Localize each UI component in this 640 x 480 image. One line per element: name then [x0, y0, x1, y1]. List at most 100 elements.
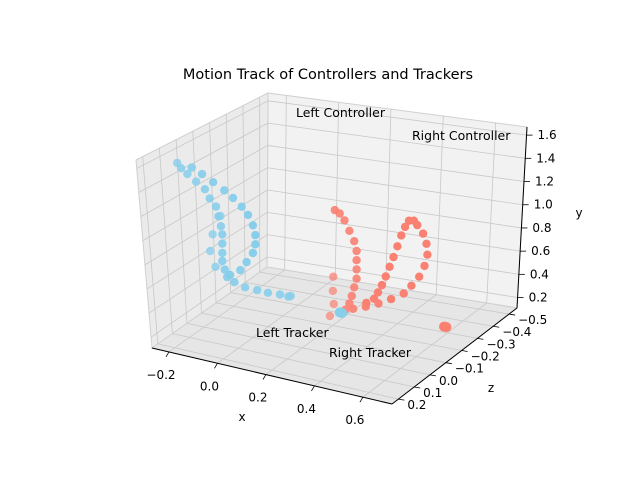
x-tick-mark: [311, 385, 315, 392]
z-tick-mark: [398, 398, 405, 401]
grid-line-y: [140, 145, 268, 217]
grid-line-y: [267, 145, 525, 182]
ticks: −0.20.00.20.40.6−0.5−0.4−0.3−0.2−0.10.00…: [146, 128, 556, 427]
right-controller-point: [329, 299, 338, 309]
left-controller-point: [251, 240, 260, 249]
grid-line-x: [435, 115, 444, 295]
x-tick-label: 0.2: [248, 391, 267, 405]
left-controller-point: [253, 285, 262, 295]
right-controller-point: [400, 222, 410, 232]
left-controller-point: [187, 163, 196, 172]
left-controller-point: [200, 185, 210, 194]
right-controller-point: [389, 252, 398, 262]
grid-line-x: [284, 95, 287, 270]
grid-line-x: [314, 294, 437, 387]
y-tick-label: 0.8: [532, 221, 551, 235]
grid-line-x: [334, 102, 340, 279]
z-tick-label: −0.5: [518, 313, 547, 327]
right-tracker-point: [441, 322, 452, 333]
z-tick-mark: [461, 350, 468, 352]
z-tick-mark: [429, 374, 437, 377]
right-controller-point: [335, 209, 344, 218]
right-controller-point: [404, 216, 414, 225]
grid-line-z: [142, 156, 159, 344]
left-controller-point: [248, 248, 258, 258]
right-controller-point: [399, 289, 408, 298]
right-controller-point: [352, 246, 361, 256]
grid-line-y: [267, 100, 527, 136]
left-controller-point: [230, 278, 239, 287]
right-controller-point: [407, 281, 416, 290]
right-controller-point: [349, 304, 358, 313]
data-points: [173, 158, 452, 333]
y-tick-label: 1.6: [538, 128, 557, 142]
z-tick-mark: [509, 313, 516, 316]
left-controller-point: [218, 239, 227, 248]
left-controller-point: [263, 288, 273, 297]
right-controller-point: [352, 274, 361, 283]
grid-line-z: [209, 122, 217, 303]
left-controller-point: [240, 283, 250, 292]
left-controller-point: [211, 202, 221, 211]
right-controller-point: [362, 298, 371, 308]
grid-line-y: [267, 211, 521, 252]
right-controller-point: [328, 286, 338, 296]
right-controller-point: [352, 265, 361, 274]
grid-line-y: [267, 122, 526, 159]
grid-line-y: [148, 234, 268, 314]
y-tick-label: 0.4: [530, 267, 549, 281]
grid-line-z: [215, 302, 462, 351]
left-controller-point: [275, 290, 285, 299]
z-tick-label: −0.4: [502, 325, 531, 339]
right-controller-point: [340, 216, 349, 225]
right-controller-point: [373, 288, 383, 297]
left-controller-point: [236, 265, 245, 275]
z-tick-label: 0.0: [439, 374, 458, 388]
left-controller-point: [208, 178, 218, 187]
left-controller-point: [242, 257, 251, 267]
z-tick-mark: [414, 386, 421, 389]
right-controller-point: [352, 256, 361, 265]
left-controller-point: [197, 169, 207, 179]
x-axis-label: x: [238, 410, 245, 424]
left-controller-point: [228, 193, 238, 203]
annotation-right-tracker: Right Tracker: [329, 345, 412, 360]
right-controller-point: [420, 261, 429, 271]
left-controller-point: [243, 210, 253, 220]
left-controller-point: [205, 194, 214, 203]
z-tick-label: −0.3: [486, 337, 515, 351]
grid-line-x: [362, 302, 487, 398]
grid-line-z: [201, 312, 446, 364]
right-controller-point: [347, 291, 356, 301]
z-tick-label: 0.2: [407, 398, 426, 412]
z-tick-mark: [477, 337, 484, 340]
annotation-right-controller: Right Controller: [412, 128, 511, 143]
y-tick-label: 0.2: [529, 291, 548, 305]
right-controller-point: [377, 280, 387, 290]
right-controller-point: [393, 242, 402, 251]
grid-line-z: [230, 292, 478, 339]
x-tick-label: 0.6: [345, 413, 364, 427]
z-tick-label: −0.2: [471, 350, 500, 364]
grid-line-z: [242, 105, 246, 283]
left-controller-point: [216, 222, 226, 231]
right-controller-point: [350, 237, 359, 246]
left-controller-point: [191, 177, 201, 186]
grid-line-y: [142, 167, 268, 242]
grid-line-x: [217, 277, 336, 364]
right-controller-point: [423, 250, 432, 259]
grid-line-z: [259, 271, 510, 315]
annotation-left-tracker: Left Tracker: [256, 325, 329, 340]
left-controller-point: [220, 265, 229, 274]
z-tick-label: 0.1: [423, 386, 442, 400]
right-controller-point: [418, 229, 428, 238]
z-axis-line: [391, 307, 518, 405]
x-tick-label: 0.4: [297, 402, 316, 416]
z-tick-label: −0.1: [455, 362, 484, 376]
grid-line-y: [136, 100, 269, 169]
right-controller-point: [386, 294, 396, 304]
grid-line-y: [138, 122, 269, 193]
left-controller-point: [216, 211, 225, 221]
y-tick-label: 1.2: [535, 175, 554, 189]
left-controller-point: [251, 230, 260, 240]
